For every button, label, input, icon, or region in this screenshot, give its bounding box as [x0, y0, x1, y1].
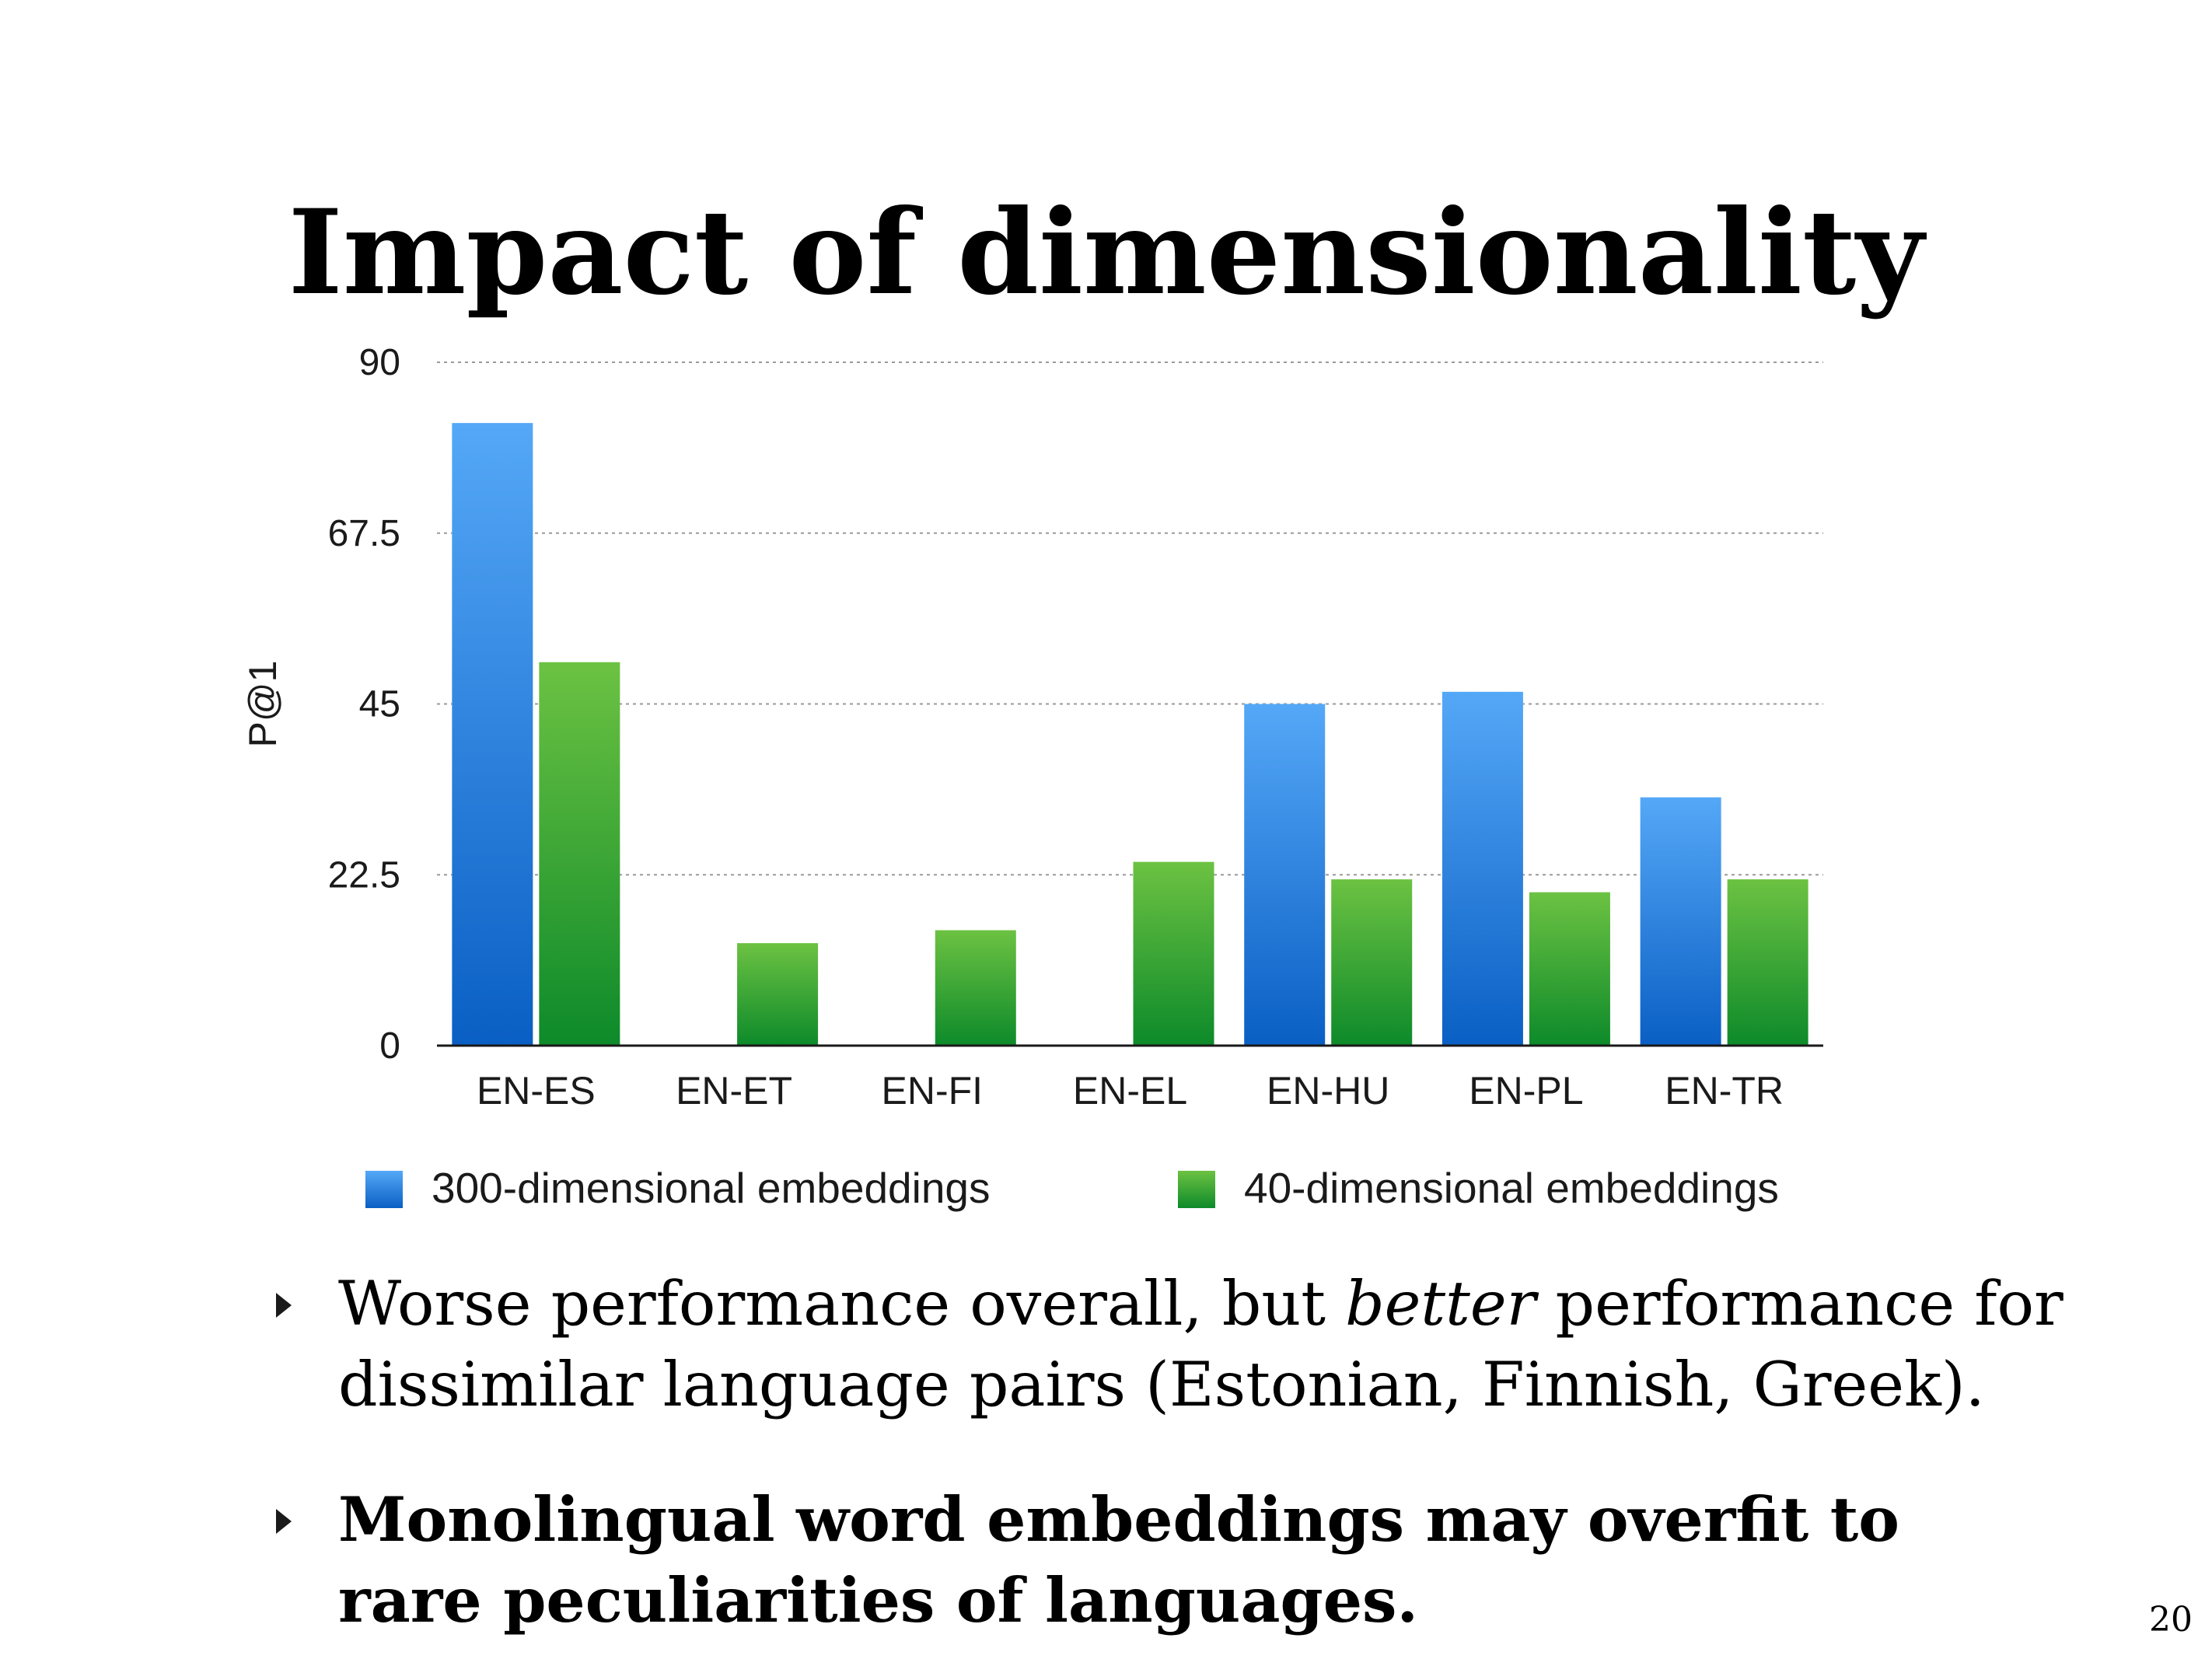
bar-chart: 0 22.5 45 67.5 90 P@1 EN-ES EN-ET EN-FI EN-EL EN-H… [241, 342, 1823, 1212]
bar-en-pl-series-1 [1529, 892, 1610, 1046]
legend-swatch-series-1 [1178, 1171, 1215, 1208]
bar-en-pl-series-0 [1441, 691, 1523, 1046]
x-tick-label: EN-ET [676, 1069, 792, 1112]
bar-en-fi-series-1 [935, 930, 1016, 1046]
bar-en-es-series-1 [539, 662, 620, 1046]
bullet-marker-icon [276, 1293, 292, 1318]
y-tick-label: 22.5 [328, 854, 400, 896]
bar-en-hu-series-0 [1244, 704, 1326, 1046]
y-tick-label: 45 [359, 684, 400, 725]
bar-en-tr-series-0 [1640, 797, 1721, 1046]
bar-en-es-series-0 [452, 423, 533, 1046]
legend-label-series-0: 300-dimensional embeddings [432, 1164, 991, 1212]
bullet-item: Monolingual word embeddings may overfit … [276, 1479, 2064, 1641]
bar-en-tr-series-1 [1727, 879, 1808, 1046]
bullet-item: Worse performance overall, but better pe… [276, 1263, 2064, 1425]
bullet-text: Monolingual word embeddings may overfit … [338, 1483, 1899, 1636]
legend-swatch-series-0 [365, 1171, 403, 1208]
bar-en-hu-series-1 [1331, 879, 1413, 1046]
page-number: 20 [2149, 1600, 2193, 1640]
bullet-marker-icon [276, 1509, 292, 1534]
x-tick-label: EN-ES [477, 1069, 596, 1112]
x-tick-label: EN-EL [1073, 1069, 1187, 1112]
x-tick-label: EN-FI [882, 1069, 984, 1112]
x-tick-label: EN-HU [1267, 1069, 1389, 1112]
x-tick-label: EN-PL [1469, 1069, 1583, 1112]
bullet-text-emphasis: better [1345, 1268, 1536, 1339]
slide-title: Impact of dimensionality [288, 184, 1924, 321]
bullet-list: Worse performance overall, but better pe… [276, 1263, 2064, 1641]
y-axis-label: P@1 [241, 661, 285, 748]
bar-en-et-series-1 [737, 943, 819, 1046]
bar-en-el-series-1 [1133, 861, 1214, 1046]
y-tick-label: 67.5 [328, 513, 400, 554]
bullet-text-part: Worse performance overall, but [338, 1268, 1346, 1339]
legend-label-series-1: 40-dimensional embeddings [1244, 1164, 1779, 1212]
y-tick-label: 90 [359, 342, 400, 383]
bullet-text-part: performance for dissimilar language pair… [338, 1268, 2063, 1420]
x-tick-label: EN-TR [1665, 1069, 1784, 1112]
y-tick-label: 0 [379, 1025, 400, 1067]
